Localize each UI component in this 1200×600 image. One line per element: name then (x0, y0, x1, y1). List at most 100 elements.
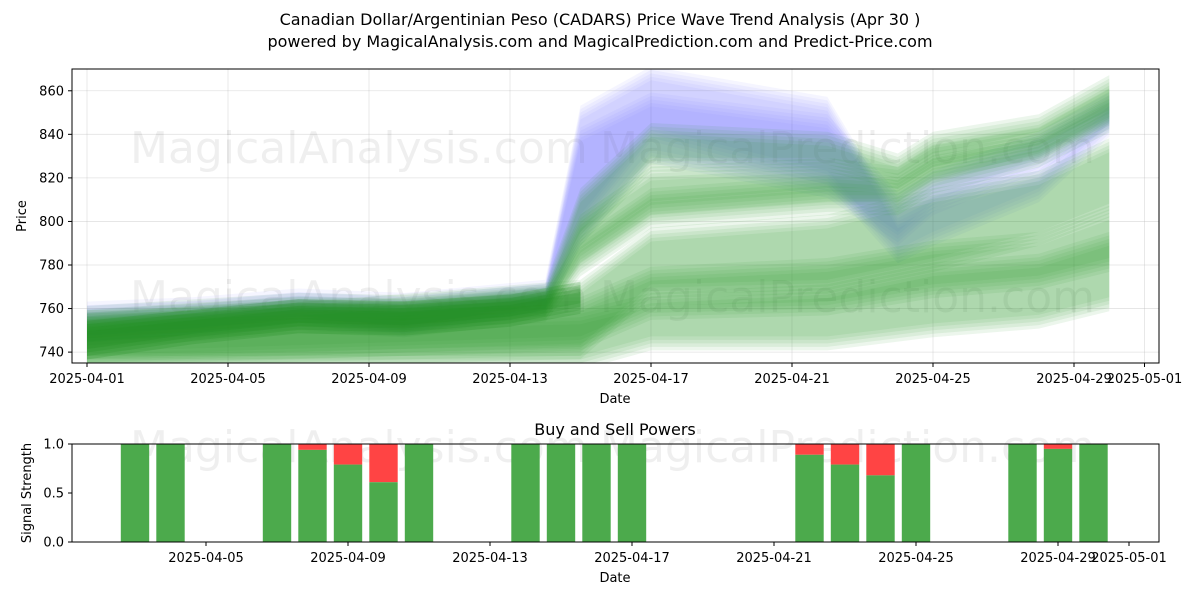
buy-bar (369, 482, 398, 542)
price-band-green (87, 95, 1110, 339)
buy-bar (795, 454, 824, 542)
x-tick-label: 2025-04-29 (1036, 372, 1112, 387)
price-band-green (87, 219, 1110, 363)
signal-chart: Buy and Sell Powers MagicalAnalysis.com … (20, 420, 1167, 586)
price-band-blue (87, 103, 1110, 343)
price-band-green (87, 98, 1110, 343)
price-band-blue (87, 106, 1110, 346)
signal-y-tick-label: 0.5 (43, 487, 64, 502)
price-band-green (87, 89, 1110, 342)
y-tick-label: 780 (39, 259, 64, 274)
buy-bar (617, 444, 647, 542)
price-band-blue (87, 96, 1110, 336)
price-band-green (87, 242, 1110, 363)
sell-bar (333, 444, 363, 465)
sell-bar (1043, 444, 1073, 449)
x-tick-label: 2025-04-17 (613, 372, 689, 387)
signal-x-tick-label: 2025-04-13 (452, 551, 528, 566)
y-tick-label: 760 (39, 302, 64, 317)
price-band-green (87, 100, 1110, 338)
price-band-green (87, 212, 1110, 359)
signal-x-tick-label: 2025-04-09 (310, 551, 386, 566)
y-tick-label: 800 (39, 215, 64, 230)
price-band-green (87, 107, 1110, 345)
buy-bar (511, 444, 540, 542)
price-band-green (87, 209, 1110, 356)
signal-y-tick-label: 1.0 (43, 438, 64, 453)
price-band-green (87, 235, 1110, 360)
price-band-blue (87, 69, 1110, 332)
price-band-blue (87, 69, 1110, 328)
sell-bar (369, 444, 398, 483)
y-tick-label: 740 (39, 346, 64, 361)
price-band-green (87, 82, 1110, 335)
price-band-green (87, 75, 1110, 328)
price-bands (87, 69, 1110, 363)
signal-y-tick-label: 0.0 (43, 536, 64, 551)
price-band-blue (87, 99, 1110, 339)
x-tick-label: 2025-04-05 (190, 372, 266, 387)
x-tick-label: 2025-04-01 (49, 372, 125, 387)
price-band-green (87, 238, 1110, 363)
x-tick-label: 2025-04-21 (754, 372, 830, 387)
chart-subtitle: powered by MagicalAnalysis.com and Magic… (267, 32, 932, 51)
price-band-blue (87, 92, 1110, 333)
price-band-green (87, 78, 1110, 332)
price-y-ticks: 740 760 780 800 820 840 860 (39, 84, 72, 361)
price-band-green (87, 85, 1110, 339)
buy-bar (1043, 448, 1073, 542)
y-tick-label: 860 (39, 84, 64, 99)
price-band-blue (87, 80, 1110, 342)
price-band-green (87, 205, 1110, 352)
watermark-prediction-2: MagicalPrediction.com (600, 272, 1095, 323)
signal-x-tick-label: 2025-05-01 (1091, 551, 1167, 566)
price-x-ticks: 2025-04-01 2025-04-05 2025-04-09 2025-04-13… (49, 363, 1182, 387)
watermarks: MagicalAnalysis.com MagicalPrediction.co… (130, 123, 1095, 323)
buy-bar (156, 444, 185, 542)
price-band-green (87, 231, 1110, 356)
price-band-green (87, 245, 1110, 363)
price-band-darkgreen (87, 288, 581, 356)
price-band-green (87, 141, 1110, 360)
price-band-green (87, 88, 1110, 333)
buy-bar (298, 449, 327, 542)
price-band-darkgreen (87, 292, 581, 360)
price-band-green (87, 102, 1110, 346)
buy-bar (1008, 444, 1037, 542)
buy-bar (404, 444, 434, 542)
x-tick-label: 2025-04-13 (472, 372, 548, 387)
signal-x-tick-label: 2025-04-17 (594, 551, 670, 566)
chart-title: Canadian Dollar/Argentinian Peso (CADARS… (280, 10, 921, 29)
price-band-green (87, 110, 1110, 349)
price-band-green (87, 138, 1110, 356)
x-tick-label: 2025-04-09 (331, 372, 407, 387)
price-band-green (87, 148, 1110, 363)
price-band-green (87, 96, 1110, 335)
price-band-green (87, 145, 1110, 363)
price-band-darkgreen (87, 285, 581, 353)
price-band-blue (87, 76, 1110, 339)
sell-bar (830, 444, 860, 465)
signal-y-ticks: 0.0 0.5 1.0 (43, 438, 72, 551)
signal-x-label: Date (599, 571, 630, 586)
signal-x-tick-label: 2025-04-25 (878, 551, 954, 566)
buy-bar (582, 444, 611, 542)
signal-x-tick-label: 2025-04-29 (1020, 551, 1096, 566)
y-tick-label: 840 (39, 128, 64, 143)
price-plot-frame (71, 68, 1160, 364)
watermark-analysis: MagicalAnalysis.com (130, 123, 588, 174)
signal-y-label: Signal Strength (20, 443, 35, 543)
price-chart: MagicalAnalysis.com MagicalPrediction.co… (15, 68, 1182, 407)
price-band-green (87, 91, 1110, 336)
buy-bar (120, 444, 150, 542)
signal-title: Buy and Sell Powers (534, 420, 696, 439)
price-grid (72, 69, 1159, 363)
buy-bar (1079, 444, 1108, 542)
buy-bar (546, 444, 576, 542)
watermark-prediction: MagicalPrediction.com (600, 123, 1095, 174)
sell-bar (866, 444, 895, 476)
signal-x-tick-label: 2025-04-05 (168, 551, 244, 566)
sell-bar (795, 444, 824, 455)
x-tick-label: 2025-04-25 (895, 372, 971, 387)
